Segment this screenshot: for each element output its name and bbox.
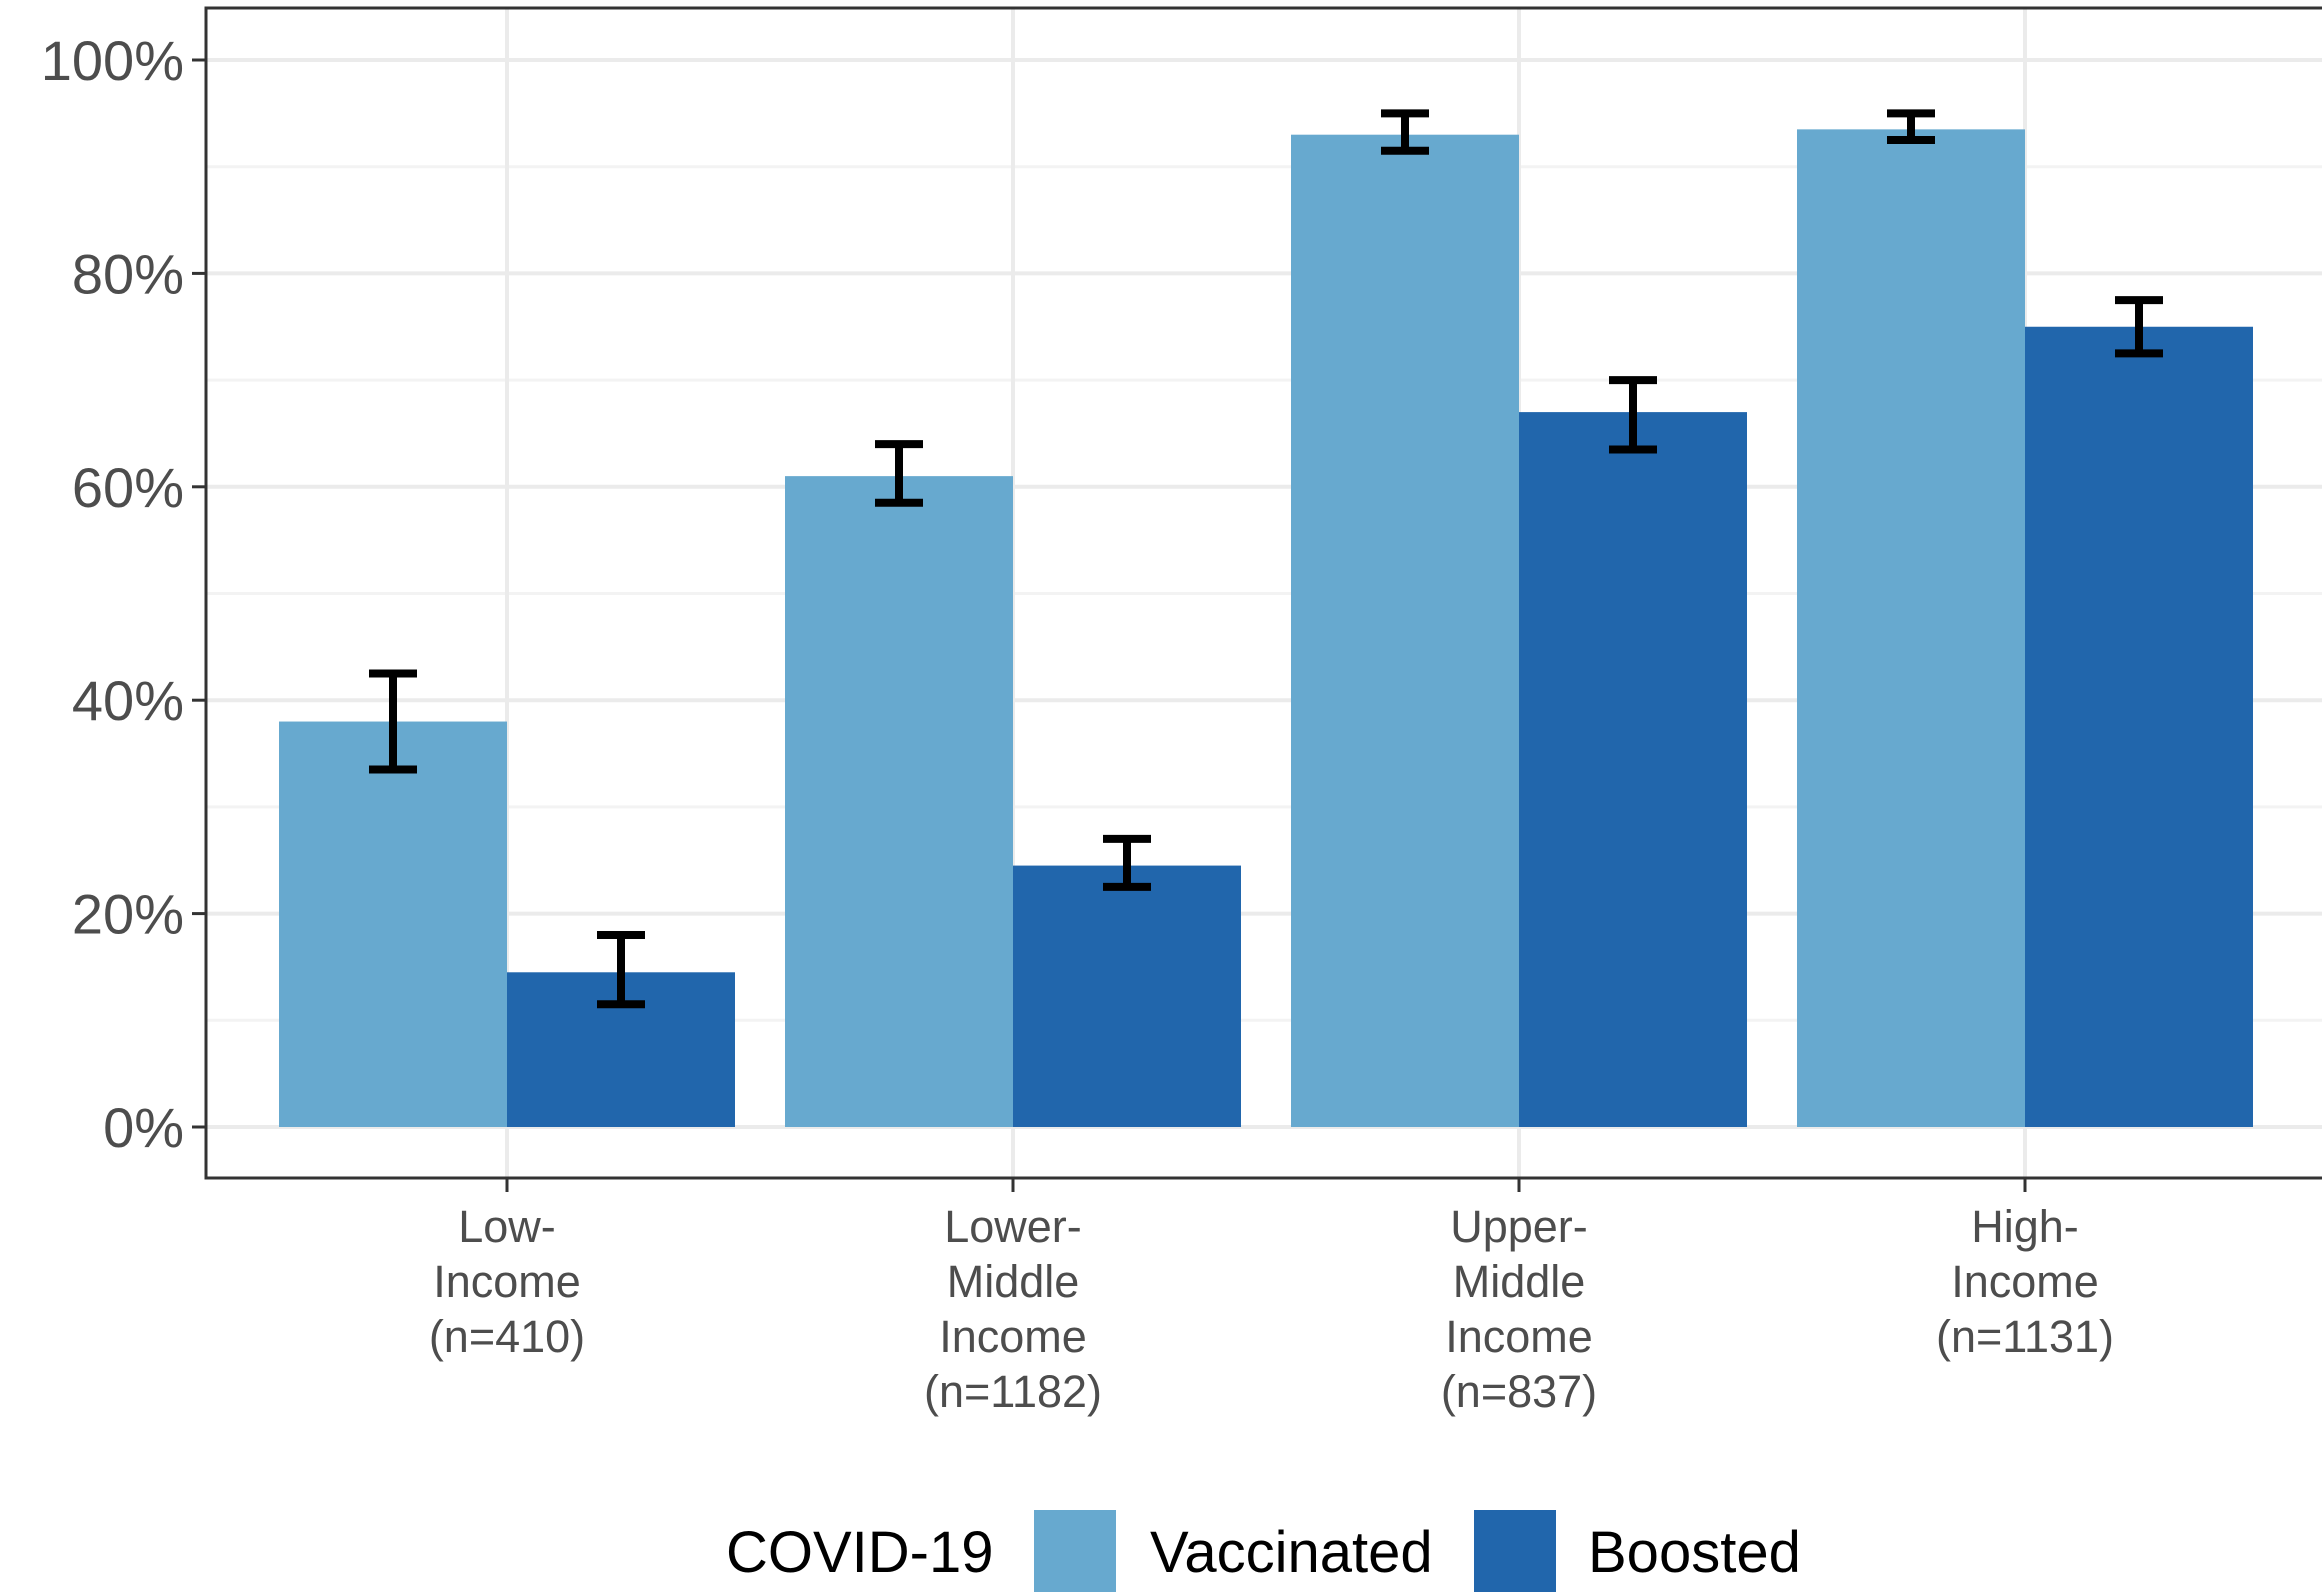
x-category-label-line: Middle — [1453, 1256, 1586, 1307]
bar-vaccinated-0 — [279, 721, 507, 1127]
error-bars-layer — [369, 109, 2163, 1009]
bar-vaccinated-3 — [1797, 129, 2025, 1128]
x-category-label-line: (n=837) — [1441, 1366, 1597, 1417]
x-category-label-line: Income — [939, 1311, 1087, 1362]
x-category-label-line: Income — [433, 1256, 581, 1307]
y-tick-label: 0% — [103, 1096, 184, 1159]
x-category-label: High-Income (n=1131) — [1936, 1201, 2114, 1362]
x-category-label-line: Income — [1951, 1256, 2099, 1307]
y-tick-label: 60% — [72, 456, 184, 519]
bar-vaccinated-1 — [785, 476, 1013, 1127]
legend-key-boosted — [1474, 1510, 1556, 1592]
bar-boosted-2 — [1519, 412, 1747, 1127]
x-category-label-line: Upper- — [1450, 1201, 1588, 1252]
x-category-label-line: Lower- — [944, 1201, 1082, 1252]
x-category-label-line: (n=1131) — [1936, 1311, 2114, 1362]
x-category-label: Low-Income (n=410) — [429, 1201, 585, 1362]
x-category-label: Upper-Middle Income (n=837) — [1441, 1201, 1597, 1417]
legend-label-boosted: Boosted — [1588, 1520, 1801, 1585]
x-category-label-line: (n=410) — [429, 1311, 585, 1362]
x-category-label-line: Middle — [947, 1256, 1080, 1307]
bar-boosted-1 — [1013, 865, 1241, 1127]
x-category-label-line: High- — [1971, 1201, 2079, 1252]
y-tick-label: 40% — [72, 669, 184, 732]
x-category-label-line: Low- — [458, 1201, 556, 1252]
legend-label-vaccinated: Vaccinated — [1150, 1520, 1433, 1585]
x-category-label-line: (n=1182) — [924, 1366, 1102, 1417]
y-tick-label: 100% — [41, 29, 184, 92]
axis-layer: 0%20%40%60%80%100%Low-Income (n=410)Lower… — [41, 29, 2114, 1417]
x-category-label-line: Income — [1445, 1311, 1593, 1362]
y-tick-label: 80% — [72, 242, 184, 305]
legend: COVID-19 Vaccinated Boosted — [726, 1510, 1801, 1592]
bar-vaccinated-2 — [1291, 134, 1519, 1127]
legend-key-vaccinated — [1034, 1510, 1116, 1592]
x-category-label: Lower-Middle Income (n=1182) — [924, 1201, 1102, 1417]
bars-layer — [279, 129, 2253, 1128]
legend-title: COVID-19 — [726, 1520, 994, 1585]
y-tick-label: 20% — [72, 883, 184, 946]
panel-border — [204, 6, 2322, 1180]
bar-boosted-3 — [2025, 326, 2253, 1127]
